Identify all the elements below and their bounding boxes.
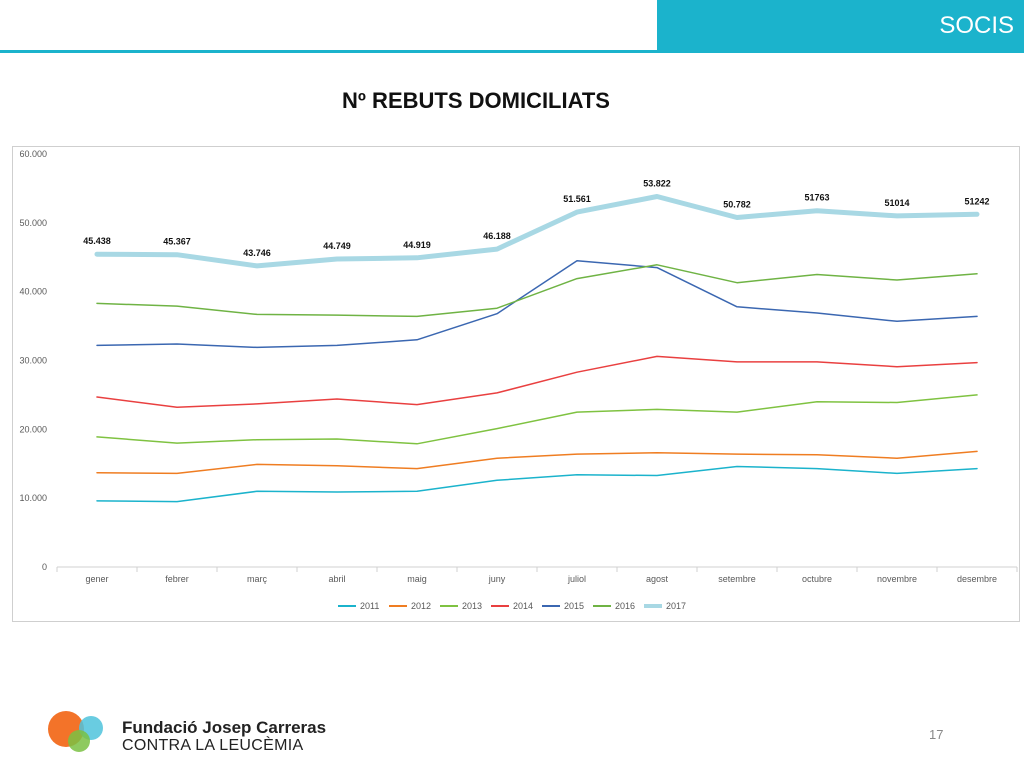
legend-label: 2017 (666, 601, 686, 611)
x-tick-label: juny (488, 574, 506, 584)
data-label: 45.367 (163, 237, 191, 247)
line-chart: 0 10.000 20.000 30.000 40.000 50.000 60.000 gen… (19, 149, 1018, 611)
x-tick-label: març (247, 574, 267, 584)
legend-label: 2014 (513, 601, 533, 611)
legend-label: 2015 (564, 601, 584, 611)
legend-label: 2016 (615, 601, 635, 611)
legend-label: 2012 (411, 601, 431, 611)
page-number: 17 (929, 727, 944, 742)
legend-label: 2013 (462, 601, 482, 611)
slide-title: Nº REBUTS DOMICILIATS (342, 88, 610, 113)
data-label: 43.746 (243, 248, 271, 258)
x-tick-label: setembre (718, 574, 756, 584)
x-tick-label: novembre (877, 574, 917, 584)
data-label: 51014 (884, 198, 909, 208)
data-label: 51242 (964, 196, 989, 206)
series-line-2016 (96, 264, 978, 318)
x-tick-label: octubre (802, 574, 832, 584)
legend-label: 2011 (360, 601, 379, 611)
y-tick-label: 30.000 (19, 356, 47, 366)
y-tick-label: 50.000 (19, 218, 47, 228)
y-tick-label: 60.000 (19, 149, 47, 159)
x-tick-label: abril (328, 574, 345, 584)
data-label: 44.749 (323, 241, 351, 251)
data-label: 45.438 (83, 236, 111, 246)
data-label: 44.919 (403, 240, 431, 250)
series-line-2017 (94, 194, 980, 269)
series-line-2014 (96, 355, 978, 409)
data-label: 53.822 (643, 179, 671, 189)
x-tick-label: agost (646, 574, 669, 584)
y-tick-label: 20.000 (19, 424, 47, 434)
x-tick-label: febrer (165, 574, 189, 584)
org-tagline: CONTRA LA LEUCÈMIA (122, 737, 304, 754)
x-tick-label: gener (85, 574, 108, 584)
x-tick-label: maig (407, 574, 427, 584)
series-line-2011 (96, 465, 978, 503)
data-label: 46.188 (483, 231, 511, 241)
series-line-2013 (96, 394, 978, 445)
x-tick-label: juliol (567, 574, 586, 584)
org-name: Fundació Josep Carreras (122, 718, 327, 737)
y-tick-label: 10.000 (19, 493, 47, 503)
data-label: 50.782 (723, 199, 751, 209)
header-rule (0, 50, 660, 53)
x-tick-label: desembre (957, 574, 997, 584)
data-label: 51763 (804, 193, 829, 203)
data-label: 51.561 (563, 194, 591, 204)
series-line-2012 (96, 450, 978, 475)
series-line-2015 (96, 259, 978, 349)
chart-frame: 0 10.000 20.000 30.000 40.000 50.000 60.000 gen… (12, 146, 1020, 622)
y-tick-label: 40.000 (19, 287, 47, 297)
section-title: SOCIS (939, 12, 1014, 39)
header-banner: SOCIS (657, 0, 1024, 53)
foundation-logo-icon (48, 711, 103, 752)
y-tick-label: 0 (42, 562, 47, 572)
